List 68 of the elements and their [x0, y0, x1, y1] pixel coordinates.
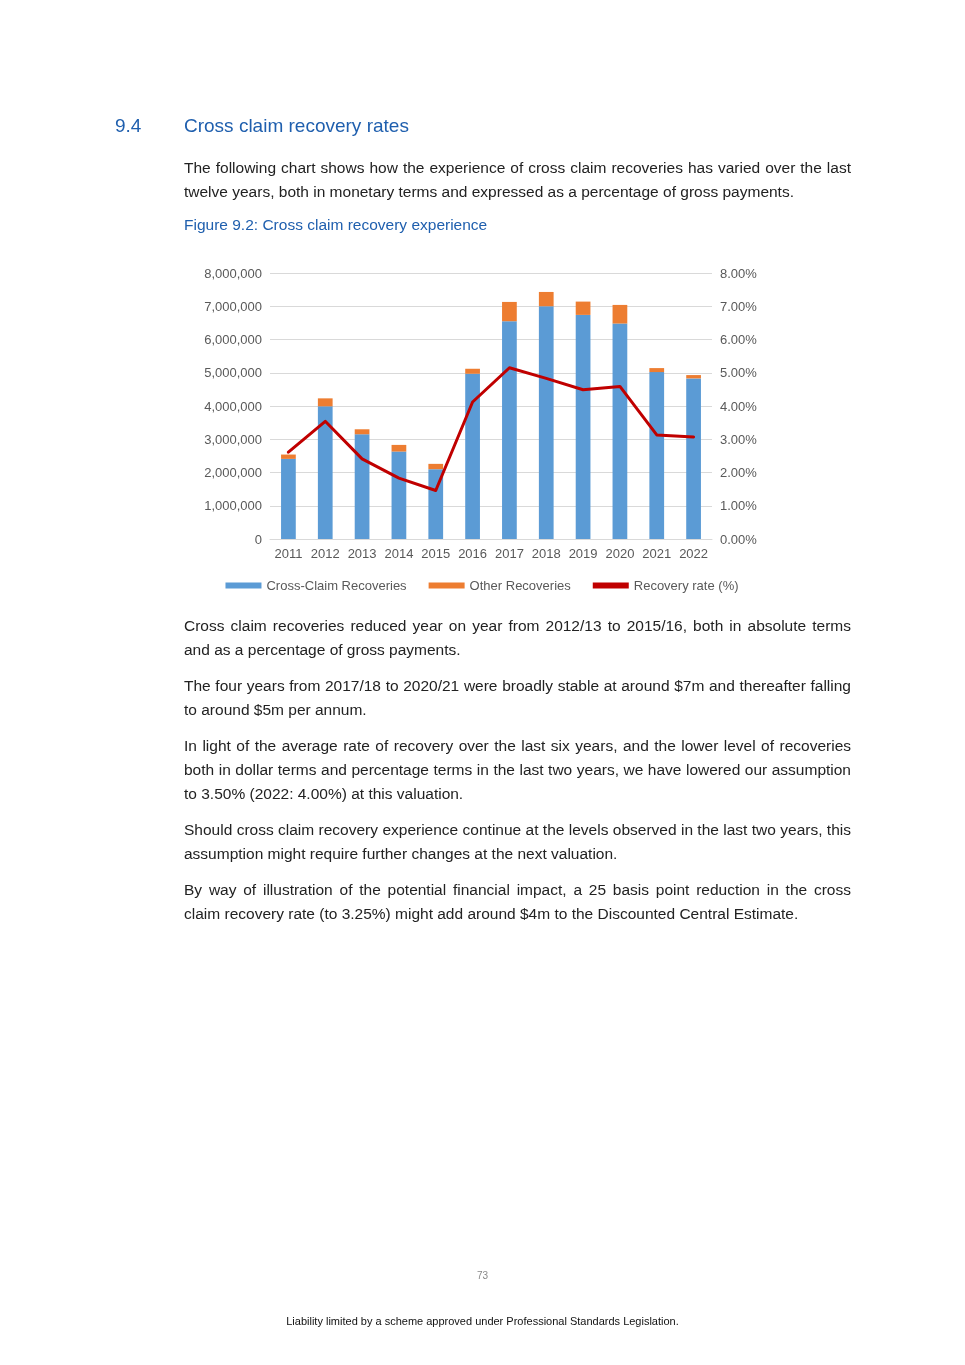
x-tick-label: 2022: [679, 546, 709, 561]
y-tick-label: 6,000,000: [204, 332, 262, 347]
bar: [575, 314, 591, 539]
bar: [502, 301, 517, 322]
x-tick-label: 2020: [605, 546, 635, 561]
y2-tick-label: 8.00%: [720, 265, 758, 281]
bar: [502, 321, 517, 539]
y-tick-label: 7,000,000: [204, 298, 262, 314]
bar: [686, 375, 701, 379]
y2-tick-label: 1.00%: [720, 498, 758, 514]
x-tick-label: 2019: [568, 546, 598, 561]
bar: [649, 368, 665, 373]
bar: [317, 398, 333, 407]
x-tick-label: 2014: [384, 546, 414, 561]
text: Cross claim recoveries reduced year on year from 2012/13 to 2015/16, both in absolute terms and as a percentage of gross payments.: [184, 616, 851, 660]
x-tick-label: 2012: [310, 546, 340, 561]
y-tick-label: 1,000,000: [204, 498, 262, 514]
y-tick-label: 0: [254, 531, 262, 547]
bar: [391, 444, 407, 452]
x-tick-label: 2015: [421, 546, 451, 561]
text: By way of illustration of the potential financial impact, a 25 basis point reduction in the cross claim recovery rate (to 3.25%) might add around $4m to the Discounted Central Estimate.: [184, 880, 851, 924]
text: In light of the average rate of recovery over the last six years, and the lower level of recoveries both in dollar terms and percentage terms in the last two years, we have lowered our assumption to 3.50% (2022: 4.00%) at this valuation.: [184, 736, 851, 804]
bar: [281, 458, 296, 539]
y2-tick-label: 2.00%: [720, 465, 758, 480]
bar: [281, 454, 296, 459]
chart-title: 9.4 Cross claim recovery rates: [115, 115, 409, 136]
x-tick-label: 2013: [347, 546, 377, 561]
text: Should cross claim recovery experience continue at the levels observed in the last two years, this assumption might require further changes at the next valuation.: [184, 820, 851, 864]
y2-tick-label: 6.00%: [720, 332, 758, 347]
text: The four years from 2017/18 to 2020/21 were broadly stable at around $7m and thereafter falling to around $5m per annum.: [184, 676, 851, 720]
legend-label: Cross-Claim Recoveries: [266, 578, 408, 593]
x-tick-label: 2018: [531, 546, 561, 561]
bar: [612, 323, 628, 539]
bar: [538, 306, 554, 539]
y2-tick-label: 5.00%: [720, 365, 758, 381]
bar: [612, 304, 628, 324]
chart-subtitle: Figure 9.2: Cross claim recovery experience: [184, 216, 489, 234]
legend-label: Other Recoveries: [469, 578, 572, 593]
bar: [428, 469, 444, 539]
x-tick-label: 2017: [494, 546, 524, 561]
y-tick-label: 8,000,000: [204, 265, 262, 281]
bar: [575, 301, 591, 315]
y2-tick-label: 0.00%: [720, 531, 758, 547]
y2-tick-label: 7.00%: [720, 298, 758, 314]
y2-tick-label: 3.00%: [720, 431, 758, 447]
bar: [428, 463, 444, 470]
bar: [465, 373, 480, 539]
x-tick-label: 2021: [642, 546, 672, 561]
y-tick-label: 4,000,000: [204, 398, 262, 414]
y-tick-label: 5,000,000: [204, 365, 262, 381]
x-tick-label: 2016: [458, 546, 488, 561]
bar: [317, 406, 333, 539]
y2-tick-label: 4.00%: [720, 398, 758, 414]
bar: [538, 291, 554, 307]
bar: [649, 372, 665, 539]
text: 73: [475, 1270, 490, 1281]
bar: [465, 368, 480, 374]
legend-label: Recovery rate (%): [633, 578, 739, 593]
text: Liability limited by a scheme approved under Professional Standards Legislation.: [285, 1315, 680, 1327]
y-tick-label: 3,000,000: [204, 431, 262, 447]
y-tick-label: 2,000,000: [204, 465, 262, 480]
bar: [354, 434, 370, 539]
text: The following chart shows how the experience of cross claim recoveries has varied over the last twelve years, both in monetary terms and expressed as a percentage of gross payments.: [184, 158, 851, 202]
bar: [391, 451, 407, 539]
line-series: [286, 366, 696, 492]
bar: [354, 429, 370, 435]
bar: [686, 378, 701, 539]
x-tick-label: 2011: [274, 546, 303, 561]
